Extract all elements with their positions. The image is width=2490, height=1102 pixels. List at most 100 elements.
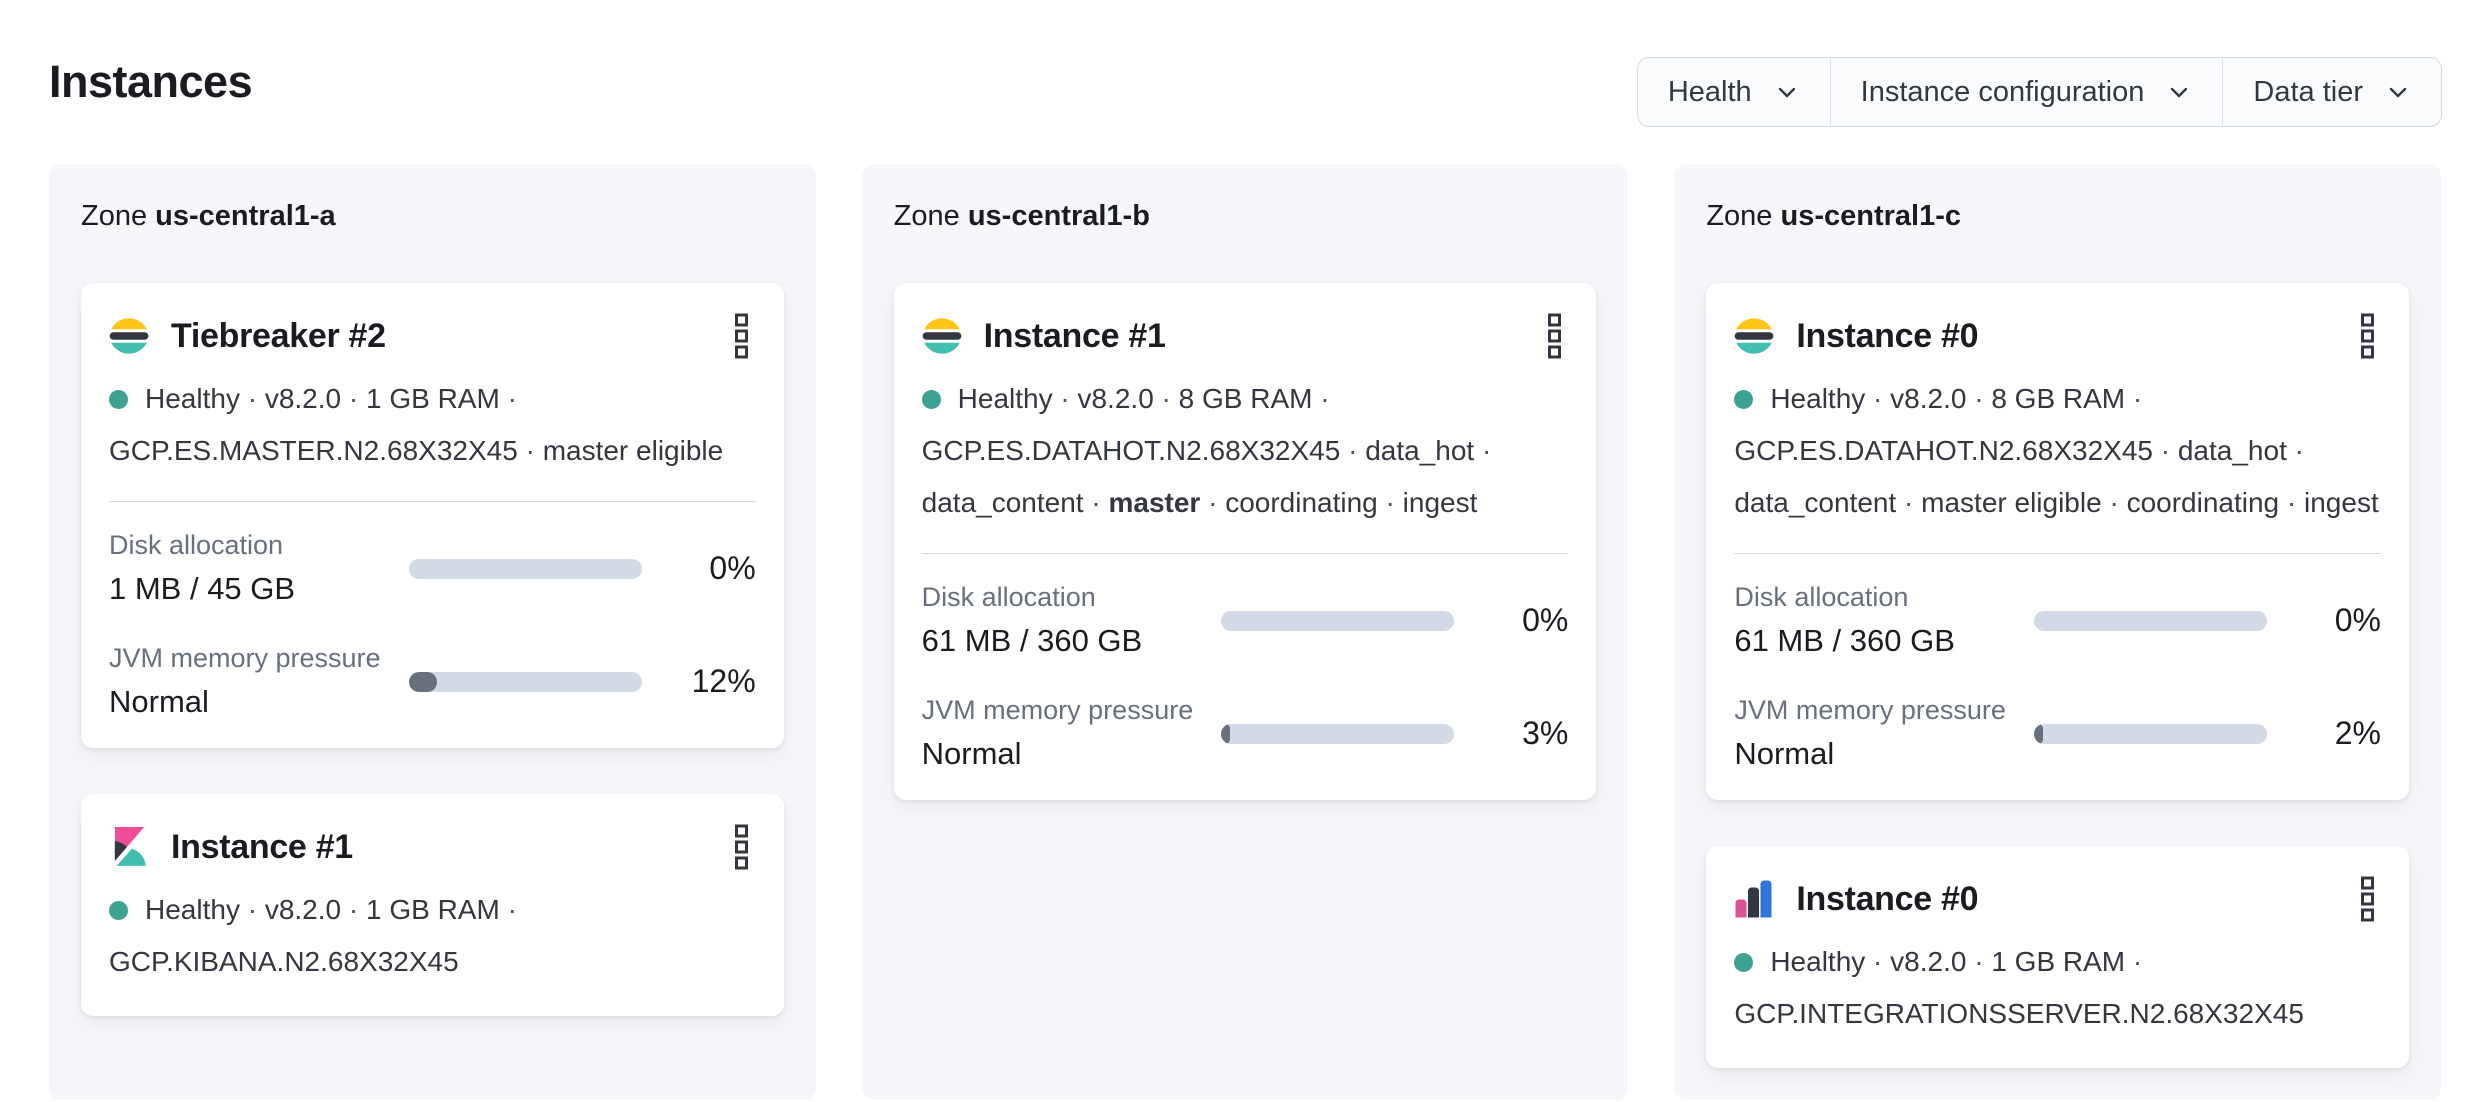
- instance-card: Instance #1 Healthy · v8.2.0 · 1 GB RAM …: [81, 794, 784, 1016]
- filter-label: Instance configuration: [1860, 75, 2145, 108]
- progress-bar: [1221, 723, 1455, 744]
- elasticsearch-logo: [922, 318, 962, 354]
- metric-value: Normal: [109, 684, 209, 719]
- metric-row: Disk allocation 61 MB / 360 GB 0%: [1734, 582, 2381, 659]
- progress-bar-fill: [1221, 723, 1231, 744]
- status-line: Healthy · v8.2.0 · 1 GB RAM ·: [1734, 936, 2381, 988]
- instance-menu-button[interactable]: [2345, 311, 2389, 361]
- card-header: Instance #0: [1734, 874, 2381, 924]
- boxes-vertical-icon: [2360, 876, 2374, 922]
- zone-panel: Zone us-central1-a Tiebreaker #2 Healthy…: [49, 164, 816, 1100]
- status-line: GCP.ES.DATAHOT.N2.68X32X45 · data_hot ·: [921, 435, 1492, 466]
- filter-group: Health Instance configuration Data tier: [1636, 57, 2442, 127]
- instance-card: Instance #0 Healthy · v8.2.0 · 1 GB RAM …: [1706, 846, 2409, 1068]
- instance-title: Instance #1: [983, 316, 1166, 355]
- metric-label: JVM memory pressure: [109, 643, 381, 673]
- metric-value: 61 MB / 360 GB: [1734, 623, 1955, 658]
- progress-bar: [2034, 610, 2267, 631]
- progress-bar-fill: [408, 671, 437, 692]
- filter-label: Data tier: [2253, 75, 2363, 108]
- progress-bar: [2034, 723, 2267, 744]
- instance-status: Healthy · v8.2.0 · 1 GB RAM · GCP.ES.MAST…: [109, 373, 756, 477]
- zone-panel: Zone us-central1-c Instance #0 Healthy ·…: [1674, 164, 2441, 1100]
- health-dot-icon: [921, 390, 941, 409]
- metric-percent: 0%: [709, 550, 756, 586]
- boxes-vertical-icon: [735, 824, 749, 870]
- health-dot-icon: [109, 901, 128, 920]
- metric-value: 1 MB / 45 GB: [109, 571, 296, 606]
- zone-title: Zone us-central1-c: [1706, 200, 2409, 233]
- metric-row: Disk allocation 61 MB / 360 GB 0%: [922, 582, 1569, 659]
- metric-value: Normal: [1734, 736, 1835, 771]
- status-line: Healthy · v8.2.0 · 8 GB RAM ·: [1734, 373, 2381, 425]
- metric-percent: 12%: [691, 663, 756, 699]
- metrics-section: Disk allocation 61 MB / 360 GB 0% JVM me…: [922, 582, 1569, 772]
- instance-status: Healthy · v8.2.0 · 1 GB RAM · GCP.KIBANA.…: [109, 884, 756, 988]
- progress-bar-fill: [2034, 723, 2043, 744]
- metric-percent: 0%: [2334, 602, 2381, 638]
- health-dot-icon: [1734, 953, 1754, 972]
- metric-value: Normal: [921, 736, 1022, 771]
- zone-cards: Instance #0 Healthy · v8.2.0 · 8 GB RAM …: [1706, 283, 2409, 1068]
- status-line: GCP.ES.MASTER.N2.68X32X45 · master eligi…: [109, 435, 724, 466]
- metric-label: JVM memory pressure: [921, 695, 1194, 725]
- elasticsearch-logo: [109, 318, 149, 354]
- metric-percent: 3%: [1522, 715, 1569, 751]
- card-header: Instance #1: [109, 822, 756, 872]
- zones-grid: Zone us-central1-a Tiebreaker #2 Healthy…: [49, 164, 2441, 1100]
- metric-row: JVM memory pressure Normal 3%: [922, 695, 1569, 772]
- progress-bar: [1221, 610, 1455, 631]
- instance-card: Instance #0 Healthy · v8.2.0 · 8 GB RAM …: [1706, 283, 2409, 800]
- chevron-down-icon: [2171, 87, 2188, 98]
- instance-title: Instance #0: [1796, 879, 1979, 918]
- zone-name: us-central1-a: [155, 200, 336, 232]
- card-header: Tiebreaker #2: [109, 311, 756, 361]
- filter-button-instance-configuration[interactable]: Instance configuration: [1829, 58, 2223, 126]
- zone-label: Zone: [893, 200, 968, 232]
- zone-label: Zone: [81, 200, 156, 232]
- metric-label: Disk allocation: [921, 582, 1096, 612]
- filter-button-data-tier[interactable]: Data tier: [2222, 58, 2441, 126]
- status-line: GCP.INTEGRATIONSSERVER.N2.68X32X45: [1734, 998, 2304, 1029]
- metrics-section: Disk allocation 1 MB / 45 GB 0% JVM memo…: [109, 530, 756, 720]
- zone-name: us-central1-c: [1780, 200, 1962, 232]
- instance-title: Instance #1: [171, 827, 353, 866]
- instance-menu-button[interactable]: [720, 822, 764, 872]
- kibana-logo: [114, 827, 146, 866]
- instance-status: Healthy · v8.2.0 · 1 GB RAM · GCP.INTEGRA…: [1734, 936, 2381, 1040]
- metric-percent: 2%: [2334, 715, 2381, 751]
- zone-cards: Tiebreaker #2 Healthy · v8.2.0 · 1 GB RA…: [81, 283, 784, 1016]
- metric-label: JVM memory pressure: [1734, 695, 2006, 725]
- progress-bar: [408, 558, 642, 579]
- status-line: Healthy · v8.2.0 · 1 GB RAM ·: [109, 373, 756, 425]
- card-divider: [1734, 553, 2381, 554]
- boxes-vertical-icon: [1547, 313, 1561, 359]
- health-dot-icon: [1734, 390, 1754, 409]
- instance-menu-button[interactable]: [1532, 311, 1576, 361]
- metric-row: Disk allocation 1 MB / 45 GB 0%: [109, 530, 756, 607]
- card-header: Instance #1: [922, 311, 1569, 361]
- metric-value: 61 MB / 360 GB: [921, 623, 1143, 658]
- page-title: Instances: [49, 56, 253, 107]
- instance-status: Healthy · v8.2.0 · 8 GB RAM · GCP.ES.DATA…: [921, 373, 1569, 529]
- status-line: Healthy · v8.2.0 · 8 GB RAM ·: [921, 373, 1569, 425]
- instance-card: Instance #1 Healthy · v8.2.0 · 8 GB RAM …: [893, 283, 1597, 800]
- filter-label: Health: [1667, 75, 1752, 108]
- zone-panel: Zone us-central1-b Instance #1 Healthy ·…: [861, 164, 1629, 1100]
- metric-label: Disk allocation: [1734, 582, 1909, 612]
- filter-button-health[interactable]: Health: [1638, 58, 1830, 126]
- instance-menu-button[interactable]: [720, 311, 764, 361]
- status-line: Healthy · v8.2.0 · 1 GB RAM ·: [109, 884, 756, 936]
- instance-menu-button[interactable]: [2345, 874, 2389, 924]
- health-dot-icon: [109, 390, 128, 409]
- instance-status: Healthy · v8.2.0 · 8 GB RAM · GCP.ES.DATA…: [1734, 373, 2381, 529]
- card-divider: [109, 501, 756, 502]
- metric-row: JVM memory pressure Normal 12%: [109, 643, 756, 720]
- zone-label: Zone: [1706, 200, 1781, 232]
- metric-row: JVM memory pressure Normal 2%: [1734, 695, 2381, 772]
- status-line: GCP.ES.DATAHOT.N2.68X32X45 · data_hot ·: [1734, 435, 2304, 466]
- instance-title: Tiebreaker #2: [171, 316, 386, 355]
- instance-card: Tiebreaker #2 Healthy · v8.2.0 · 1 GB RA…: [81, 283, 784, 748]
- instance-title: Instance #0: [1796, 316, 1979, 355]
- status-line: data_content · master · coordinating · i…: [921, 487, 1478, 518]
